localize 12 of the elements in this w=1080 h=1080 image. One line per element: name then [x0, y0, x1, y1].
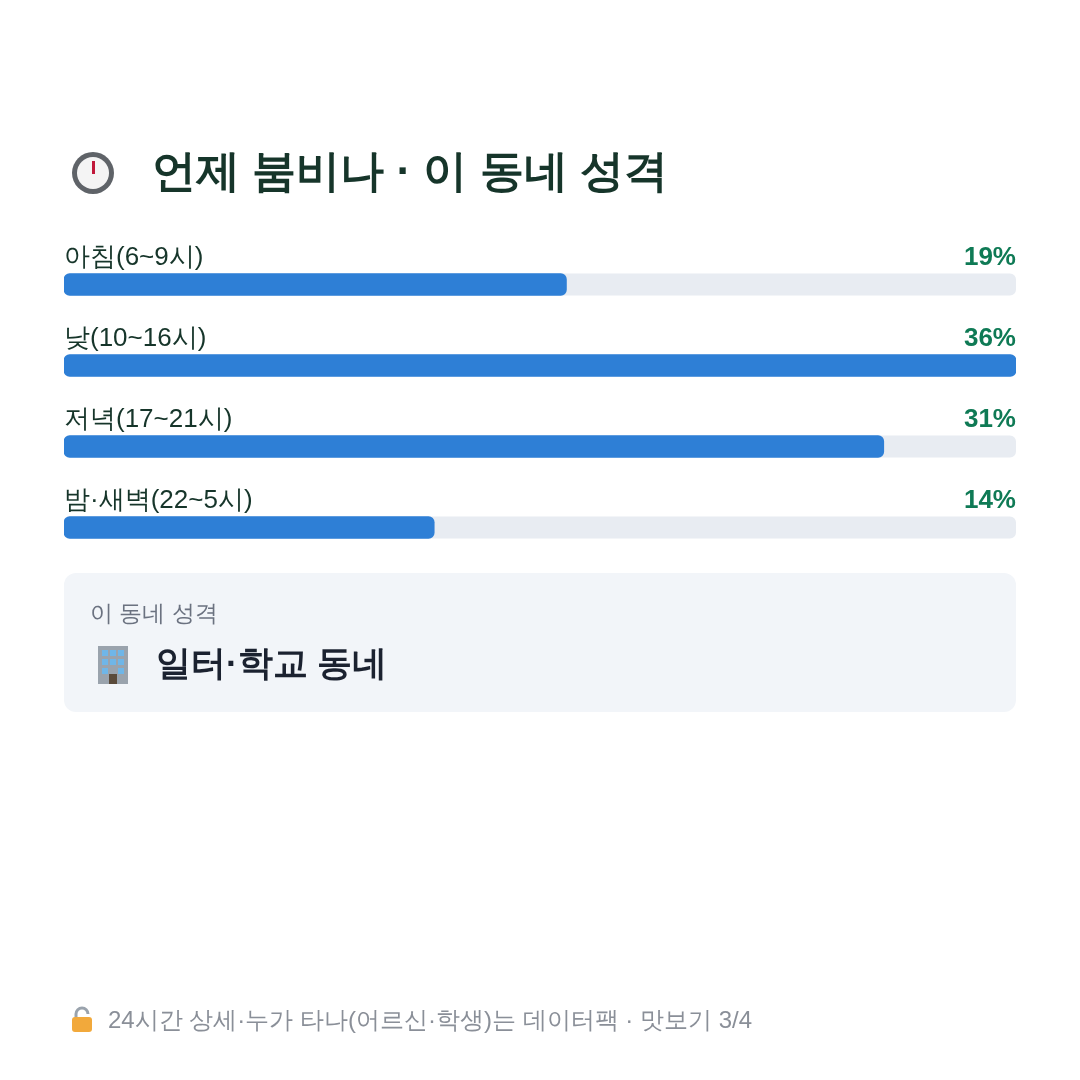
data-label: 14%	[963, 483, 1016, 514]
data-label: 36%	[963, 321, 1016, 352]
y-tick-label: 저녁(17~21시)	[64, 402, 233, 433]
data-label: 31%	[963, 402, 1016, 433]
y-tick-label: 아침(6~9시)	[64, 240, 204, 271]
y-tick-label: 낮(10~16시)	[64, 321, 207, 352]
text: 이 동네 성격	[90, 599, 218, 628]
chart-title: 언제 붐비나 · 이 동네 성격	[152, 145, 668, 197]
data-label: 19%	[963, 240, 1016, 271]
text: 24시간 상세·누가 타나(어르신·학생)는 데이터팩 · 맛보기 3/4	[108, 1005, 753, 1035]
text: 일터·학교 동네	[156, 642, 388, 684]
y-tick-label: 밤·새벽(22~5시)	[64, 483, 253, 514]
